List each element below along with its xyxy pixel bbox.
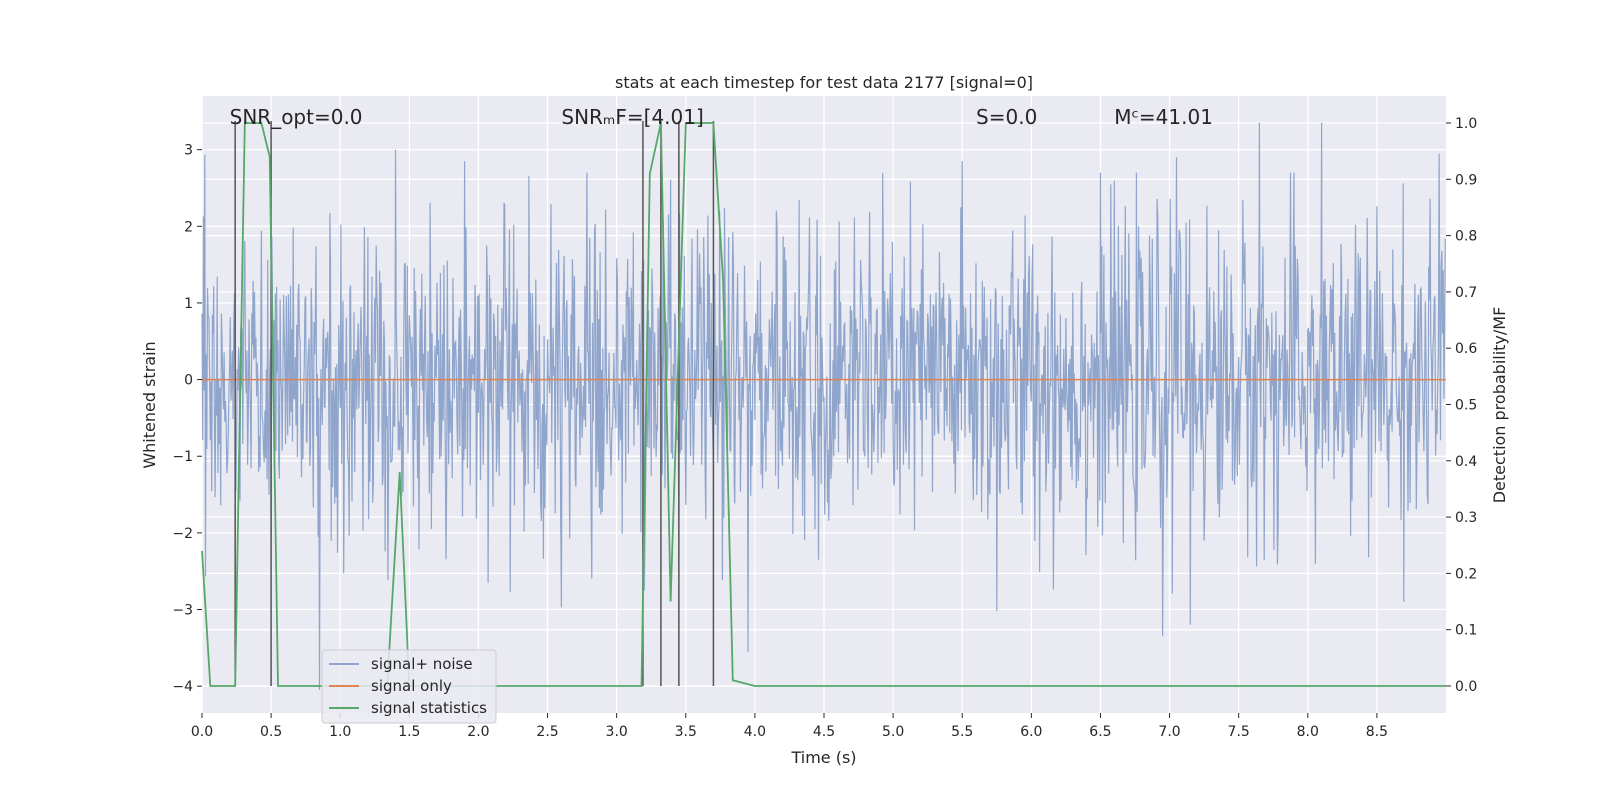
x-tick-label: 4.0 bbox=[744, 724, 766, 740]
x-tick-label: 6.5 bbox=[1089, 724, 1111, 740]
legend: signal+ noise signal only signal statist… bbox=[321, 649, 497, 724]
y2-tick-label: 0.6 bbox=[1455, 341, 1477, 357]
x-tick-label: 5.5 bbox=[951, 724, 973, 740]
y-tick-label: 1 bbox=[184, 296, 193, 312]
x-tick-label: 3.0 bbox=[606, 724, 628, 740]
x-tick-label: 7.5 bbox=[1228, 724, 1250, 740]
y2-tick-label: 0.4 bbox=[1455, 454, 1477, 470]
legend-box bbox=[321, 649, 497, 724]
y-tick-label: −3 bbox=[172, 603, 193, 619]
series-signal-statistics bbox=[201, 122, 1446, 687]
x-tick-label: 4.5 bbox=[813, 724, 835, 740]
y-tick-label: −4 bbox=[172, 679, 193, 695]
x-tick-label: 0.5 bbox=[260, 724, 282, 740]
y2-tick-label: 0.3 bbox=[1455, 510, 1477, 526]
y2-tick-label: 0.5 bbox=[1455, 398, 1477, 414]
y2-tick-label: 0.0 bbox=[1455, 679, 1477, 695]
legend-label-signal-only: signal only bbox=[371, 677, 452, 695]
y-tick-label: −1 bbox=[172, 449, 193, 465]
snr-mf-annotation: SNRₘF=[4.01] bbox=[561, 105, 703, 129]
y2-axis-label: Detection probability/MF bbox=[1490, 307, 1509, 504]
x-tick-label: 6.0 bbox=[1020, 724, 1042, 740]
x-tick-label: 1.0 bbox=[329, 724, 351, 740]
y2-tick-label: 0.7 bbox=[1455, 285, 1477, 301]
x-tick-label: 5.0 bbox=[882, 724, 904, 740]
y-tick-label: 0 bbox=[184, 373, 193, 389]
x-axis-label: Time (s) bbox=[790, 748, 856, 767]
y-tick-label: 3 bbox=[184, 143, 193, 159]
snr-opt-annotation: SNR_opt=0.0 bbox=[230, 105, 363, 129]
y-tick-label: 2 bbox=[184, 219, 193, 235]
x-axis: 0.0 0.5 1.0 1.5 2.0 2.5 3.0 3.5 4.0 4.5 5.0 5.5 6.0 6… bbox=[191, 713, 1388, 740]
y2-tick-label: 1.0 bbox=[1455, 116, 1477, 132]
x-tick-label: 1.5 bbox=[398, 724, 420, 740]
y2-tick-label: 0.1 bbox=[1455, 623, 1477, 639]
x-tick-label: 8.5 bbox=[1366, 724, 1388, 740]
series-group bbox=[201, 122, 1446, 691]
x-tick-label: 2.5 bbox=[536, 724, 558, 740]
y2-tick-label: 0.9 bbox=[1455, 172, 1477, 188]
y-axis-left: 3 2 1 0 −1 −2 −3 −4 bbox=[172, 143, 202, 695]
mc-annotation: Mᶜ=41.01 bbox=[1114, 105, 1213, 129]
annotations: SNR_opt=0.0 SNRₘF=[4.01] S=0.0 Mᶜ=41.01 bbox=[230, 105, 1213, 129]
s-annotation: S=0.0 bbox=[976, 105, 1037, 129]
y-axis-label: Whitened strain bbox=[140, 341, 159, 468]
series-signal-plus-noise bbox=[201, 122, 1446, 691]
chart-title: stats at each timestep for test data 217… bbox=[615, 73, 1033, 92]
x-tick-label: 0.0 bbox=[191, 724, 213, 740]
x-tick-label: 3.5 bbox=[675, 724, 697, 740]
x-tick-label: 7.0 bbox=[1158, 724, 1180, 740]
y2-tick-label: 0.8 bbox=[1455, 229, 1477, 245]
x-tick-label: 8.0 bbox=[1297, 724, 1319, 740]
y-axis-right: 1.0 0.9 0.8 0.7 0.6 0.5 0.4 0.3 0.2 0.1 0.0 bbox=[1446, 116, 1477, 695]
y2-tick-label: 0.2 bbox=[1455, 566, 1477, 582]
x-tick-label: 2.0 bbox=[467, 724, 489, 740]
legend-label-signal-statistics: signal statistics bbox=[371, 699, 487, 717]
legend-label-signal-plus-noise: signal+ noise bbox=[371, 655, 473, 673]
y-tick-label: −2 bbox=[172, 526, 193, 542]
